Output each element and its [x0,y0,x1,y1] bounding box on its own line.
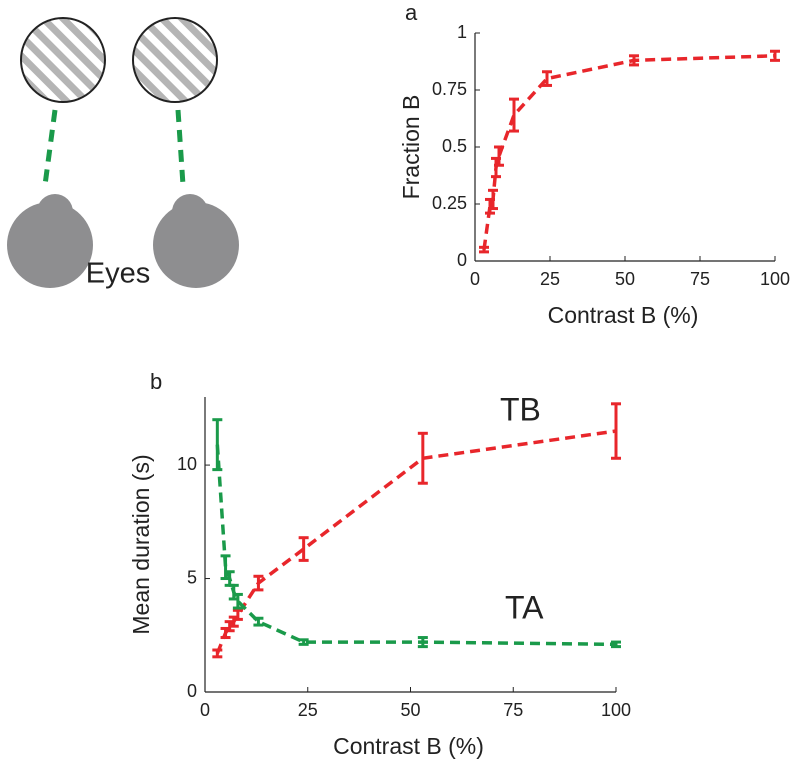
eye-left [7,202,93,288]
x-tick-label: 0 [200,700,210,720]
x-tick-label: 50 [400,700,420,720]
x-tick-label: 75 [690,269,710,289]
grating-left [20,17,106,103]
series-name: TB [500,391,541,427]
error-bar [611,402,621,460]
x-axis-label: Contrast B (%) [333,733,484,759]
error-bar [232,608,243,621]
y-tick-label: 0 [187,681,197,701]
error-bar [494,145,504,167]
y-axis-label: Mean duration (s) [128,454,154,634]
eye-left-pupil [37,194,73,230]
x-tick-label: 25 [298,700,318,720]
y-tick-label: 0.25 [432,193,467,213]
panel-label: b [150,369,162,394]
error-bar [770,49,780,62]
eye-right-pupil [172,194,208,230]
series-line [215,444,617,647]
error-bar [417,431,428,485]
series-line [215,429,617,655]
error-bar [253,574,264,592]
error-bar [417,636,428,649]
error-bar [232,592,243,610]
error-bar [542,70,552,87]
y-tick-label: 0.75 [432,79,467,99]
sight-line-right [175,109,186,186]
grating-right [132,17,218,103]
error-bar [298,536,309,562]
x-tick-label: 100 [760,269,790,289]
y-tick-label: 1 [457,22,467,42]
error-bar [298,638,309,646]
x-tick-label: 75 [503,700,523,720]
error-bar [212,648,223,659]
x-tick-label: 0 [470,269,480,289]
y-tick-label: 10 [177,454,197,474]
error-bar [629,54,639,67]
x-axis-label: Contrast B (%) [548,302,699,328]
error-bar [509,97,519,133]
panel-label: a [405,0,418,25]
series-name: TA [505,589,544,625]
error-bar [479,245,489,254]
sight-line-left [42,109,58,186]
series-line [482,54,776,250]
error-bar [212,418,223,472]
x-tick-label: 50 [615,269,635,289]
error-bar [253,616,264,627]
x-tick-label: 100 [601,700,631,720]
y-tick-label: 5 [187,567,197,587]
chart: 0 0.25 0.5 0.75 1 0 25 50 75 100 Contrast B (%) Fra… [398,0,790,328]
eyes-diagram: Eyes [7,17,239,290]
error-bar [611,640,621,649]
error-bar [488,188,498,211]
y-tick-label: 0 [457,250,467,270]
eye-right [153,202,239,288]
x-tick-label: 25 [540,269,560,289]
y-axis-label: Fraction B [398,95,424,200]
y-tick-label: 0.5 [442,136,467,156]
eyes-label: Eyes [86,258,150,290]
